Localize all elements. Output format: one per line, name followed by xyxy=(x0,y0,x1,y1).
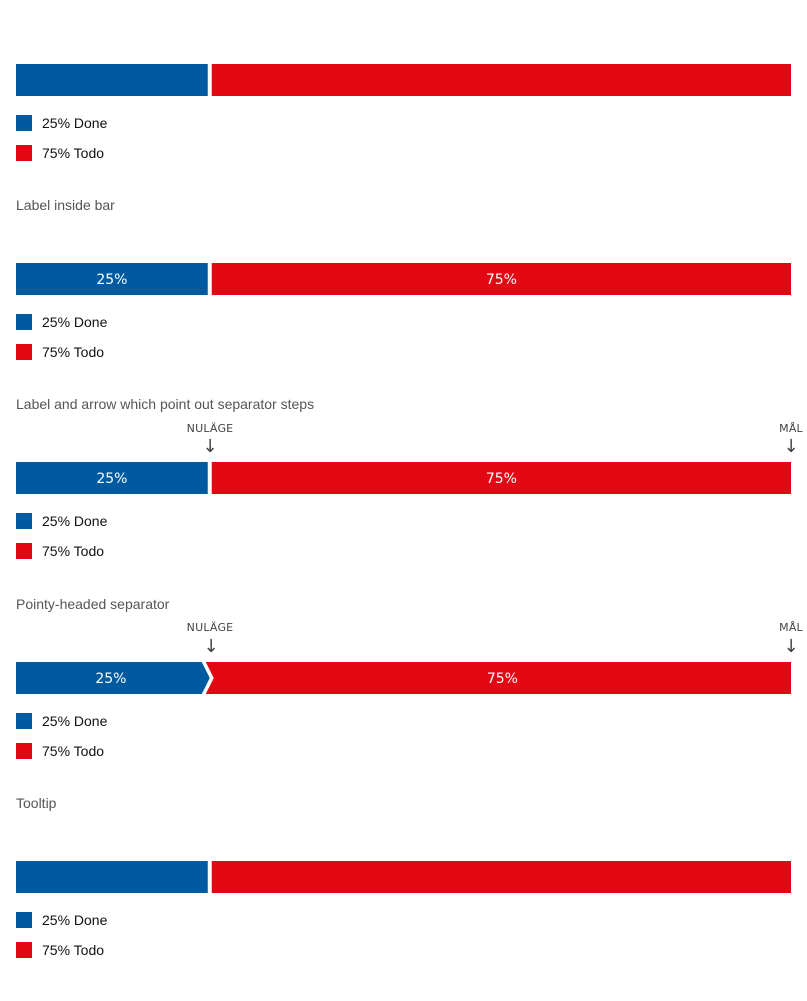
progress-bar-svg: 25% 75% xyxy=(16,662,791,694)
done-swatch xyxy=(16,912,32,928)
legend-label-done: 25% Done xyxy=(42,713,108,729)
legend-label-done: 25% Done xyxy=(42,115,108,131)
progress-bar[interactable] xyxy=(16,861,791,893)
todo-swatch xyxy=(16,942,32,958)
caption-tooltip: Tooltip xyxy=(16,795,57,811)
progress-bar: 25% 75% xyxy=(16,662,791,694)
bar-segment-done xyxy=(16,662,210,694)
progress-bar-svg: 25% 75% xyxy=(16,462,791,494)
done-swatch xyxy=(16,115,32,131)
todo-swatch xyxy=(16,145,32,161)
bar-label-done: 25% xyxy=(96,272,127,288)
legend-label-done: 25% Done xyxy=(42,912,108,928)
arrow-down-icon: ↓ xyxy=(203,636,219,657)
bar-segment-todo xyxy=(211,263,791,295)
bar-segment-done xyxy=(16,462,208,494)
done-swatch xyxy=(16,513,32,529)
bar-segment-done[interactable] xyxy=(16,861,208,893)
caption-arrow-steps: Label and arrow which point out separato… xyxy=(16,396,315,412)
bar-segment-done xyxy=(16,263,208,295)
caption-label-inside: Label inside bar xyxy=(16,197,115,213)
progress-bar-svg xyxy=(16,64,791,96)
todo-swatch xyxy=(16,743,32,759)
marker-current-label: NULÄGE xyxy=(186,621,234,634)
bar-segment-done xyxy=(16,64,208,96)
marker-goal-label: MÅL xyxy=(779,621,803,634)
legend-label-done: 25% Done xyxy=(42,513,108,529)
progress-bar: 25% 75% xyxy=(16,263,791,295)
arrow-down-icon: ↓ xyxy=(202,436,218,457)
progress-bar xyxy=(16,64,791,96)
marker-current-label: NULÄGE xyxy=(186,422,234,435)
legend-label-todo: 75% Todo xyxy=(42,145,105,161)
legend-label-todo: 75% Todo xyxy=(42,543,105,559)
legend-label-done: 25% Done xyxy=(42,314,108,330)
progress-bar-svg: 25% 75% xyxy=(16,263,791,295)
legend-label-todo: 75% Todo xyxy=(42,942,105,958)
bar-label-done: 25% xyxy=(96,471,127,487)
todo-swatch xyxy=(16,344,32,360)
todo-swatch xyxy=(16,543,32,559)
bar-segment-todo[interactable] xyxy=(211,861,791,893)
bar-label-done: 25% xyxy=(95,671,126,687)
bar-label-todo: 75% xyxy=(487,671,518,687)
legend-label-todo: 75% Todo xyxy=(42,743,105,759)
marker-goal-label: MÅL xyxy=(779,422,803,435)
progress-bar: 25% 75% xyxy=(16,462,791,494)
bar-label-todo: 75% xyxy=(486,471,517,487)
arrow-down-icon: ↓ xyxy=(783,436,799,457)
bar-label-todo: 75% xyxy=(486,272,517,288)
bar-segment-todo xyxy=(211,462,791,494)
legend-label-todo: 75% Todo xyxy=(42,344,105,360)
bar-segment-todo xyxy=(211,64,791,96)
caption-pointy: Pointy-headed separator xyxy=(16,596,170,612)
arrow-down-icon: ↓ xyxy=(783,636,799,657)
progress-bar-svg xyxy=(16,861,791,893)
bar-segment-todo xyxy=(205,662,791,694)
done-swatch xyxy=(16,314,32,330)
done-swatch xyxy=(16,713,32,729)
